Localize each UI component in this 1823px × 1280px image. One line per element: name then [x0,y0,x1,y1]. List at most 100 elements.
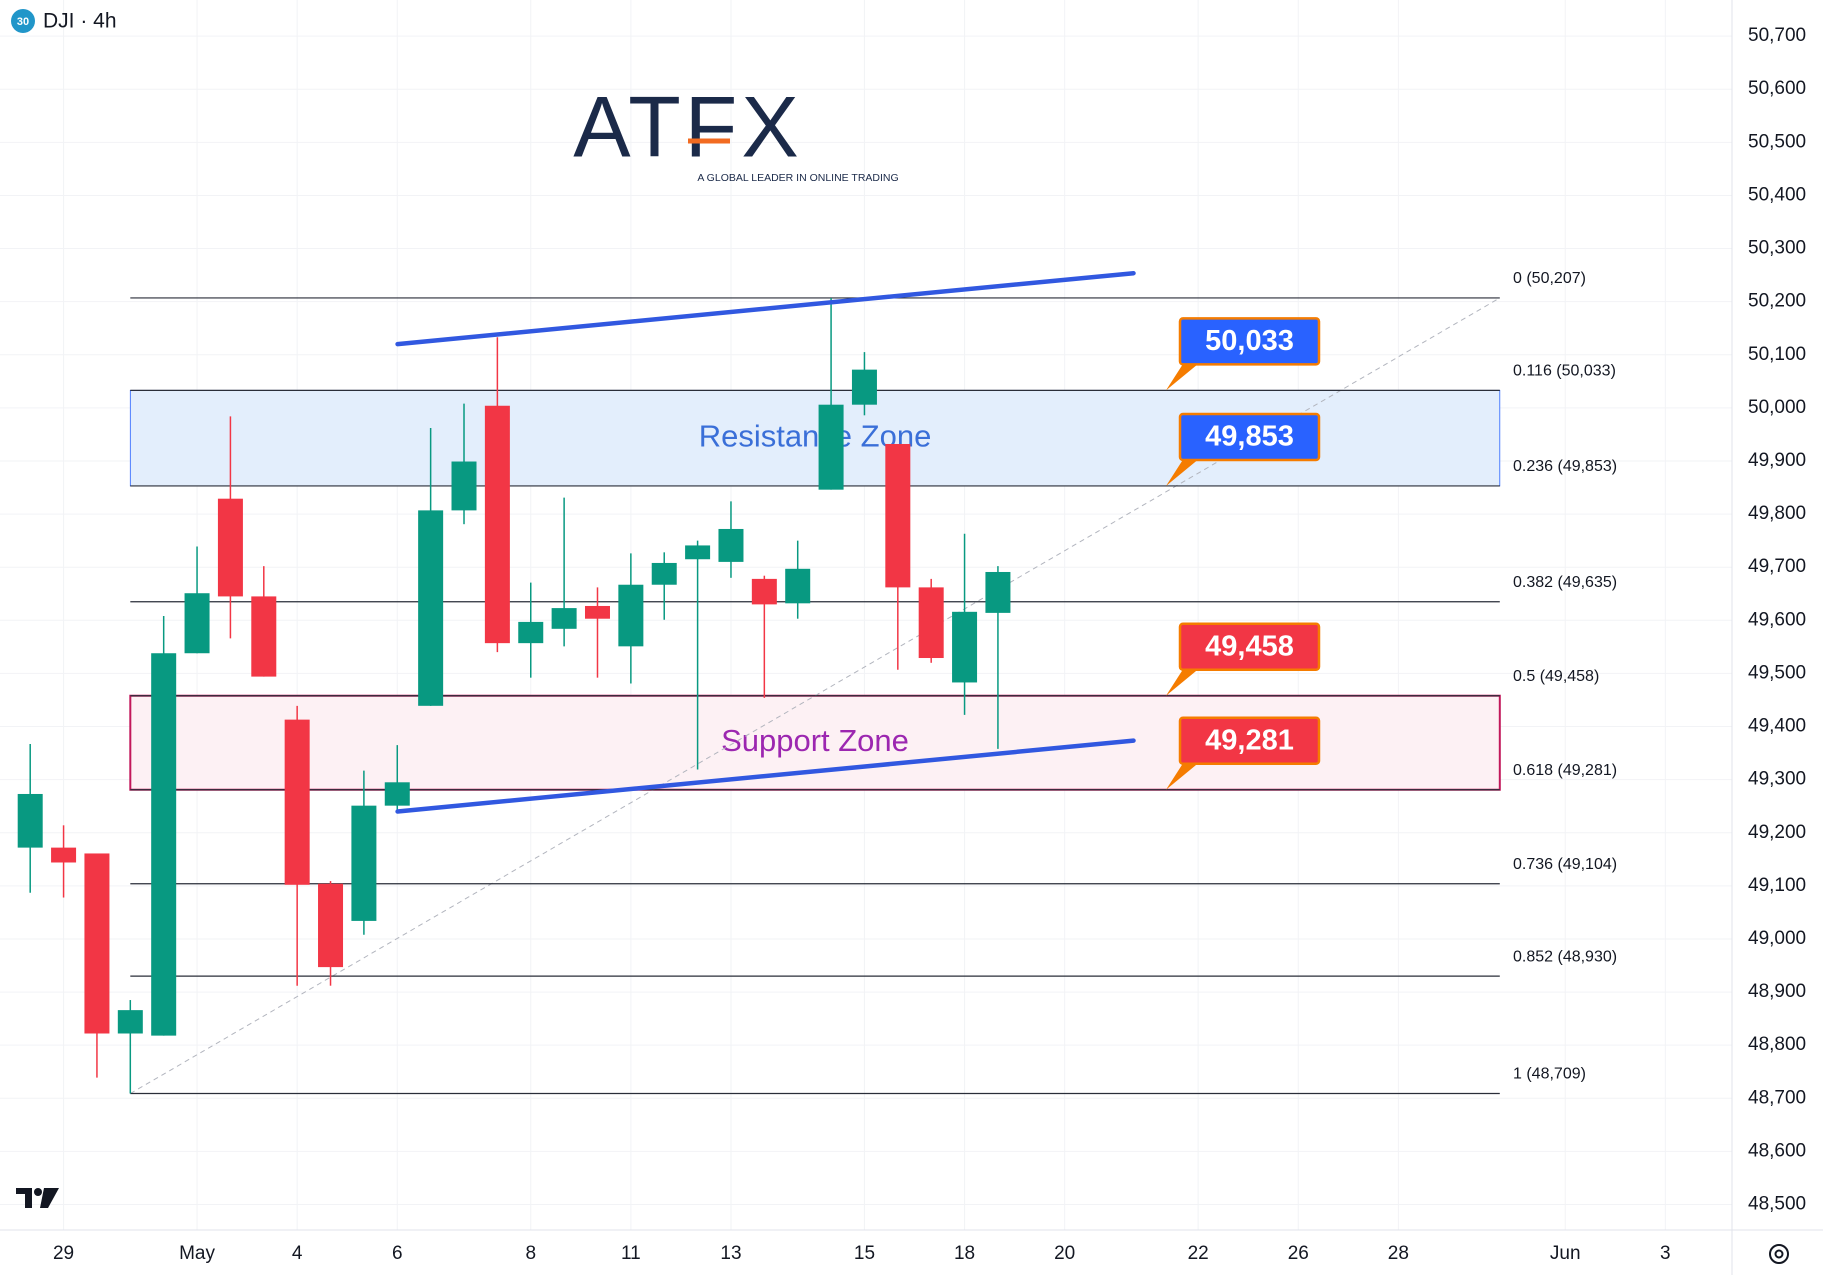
x-tick-label: 26 [1288,1243,1309,1264]
y-tick-label: 50,400 [1748,184,1806,205]
x-tick-label: 6 [392,1243,403,1264]
callout-pointer [1166,761,1200,790]
candle-body [851,369,877,405]
y-tick-label: 49,700 [1748,556,1806,577]
x-tick-label: 13 [720,1243,741,1264]
callout-box [1178,317,1321,366]
candle-body [818,404,844,490]
y-tick-label: 48,600 [1748,1140,1806,1161]
y-tick-label: 50,000 [1748,397,1806,418]
zone-label: Support Zone [721,723,909,758]
candle-body [584,605,610,619]
chart-title[interactable]: DJI · 4h [43,10,117,33]
x-tick-label: 29 [53,1243,74,1264]
y-tick-label: 50,600 [1748,78,1806,99]
candle-body [518,621,544,644]
candle-body [217,498,243,597]
candle-body [618,584,644,647]
callout-label: 49,853 [1205,421,1294,453]
fib-label: 0.736 (49,104) [1513,856,1617,873]
candle-body [785,568,811,604]
callout-label: 50,033 [1205,325,1294,357]
symbol-badge[interactable] [11,9,35,33]
callout-pointer [1166,362,1200,391]
y-tick-label: 48,800 [1748,1034,1806,1055]
callout-pointer [1166,667,1200,696]
fib-label: 0.382 (49,635) [1513,574,1617,591]
trend-line-upper [395,270,1136,347]
candle-body [318,883,344,968]
candle-body [651,562,677,585]
fib-trend-line [130,297,1501,1094]
candle-body [251,596,277,677]
y-tick-label: 48,500 [1748,1194,1806,1215]
symbol-badge-text: 30 [17,16,29,28]
y-tick-label: 50,200 [1748,291,1806,312]
candle-body [51,847,77,863]
candle-body [918,587,944,659]
candle-body [418,510,444,706]
fib-label: 0.236 (49,853) [1513,458,1617,475]
callout-pointer [1166,457,1200,486]
settings-button[interactable] [1769,1244,1789,1264]
candle-body [952,611,978,683]
candle-body [284,719,310,885]
candle-body [351,805,377,921]
logo-tagline: A GLOBAL LEADER IN ONLINE TRADING [697,172,898,184]
y-tick-label: 50,700 [1748,25,1806,46]
candle-body [718,528,744,562]
x-tick-label: 20 [1054,1243,1075,1264]
callout-label: 49,458 [1205,630,1294,662]
x-tick-label: 11 [621,1243,641,1264]
x-tick-label: Jun [1550,1243,1581,1264]
candle-body [84,853,110,1034]
y-tick-label: 49,300 [1748,769,1806,790]
candle-body [751,578,777,605]
candle-body [985,571,1011,613]
y-tick-label: 49,400 [1748,716,1806,737]
fib-label: 0.852 (48,930) [1513,948,1617,965]
y-tick-label: 49,800 [1748,503,1806,524]
logo-name: ATFX [573,80,802,176]
y-tick-label: 49,200 [1748,822,1806,843]
callout-box [1178,622,1321,671]
x-tick-label: 22 [1188,1243,1209,1264]
candle-body [384,782,410,806]
y-tick-label: 49,900 [1748,450,1806,471]
candle-body [885,443,911,588]
x-tick-label: 3 [1660,1243,1671,1264]
fib-label: 0.5 (49,458) [1513,668,1599,685]
y-tick-label: 50,500 [1748,131,1806,152]
candle-body [117,1010,143,1034]
x-tick-label: 18 [954,1243,975,1264]
y-tick-label: 49,600 [1748,609,1806,630]
callout-box [1178,412,1321,462]
y-tick-label: 49,500 [1748,662,1806,683]
fib-label: 1 (48,709) [1513,1066,1586,1083]
callout-label: 49,281 [1205,724,1294,756]
y-tick-label: 50,100 [1748,344,1806,365]
x-tick-label: 28 [1388,1243,1409,1264]
y-tick-label: 48,900 [1748,981,1806,1002]
candle-body [685,545,711,560]
fib-label: 0.116 (50,033) [1513,363,1616,380]
x-tick-label: 8 [525,1243,536,1264]
tradingview-logo[interactable] [16,1188,59,1208]
fib-label: 0.618 (49,281) [1513,762,1617,779]
y-tick-label: 49,000 [1748,928,1806,949]
y-tick-label: 50,300 [1748,238,1806,259]
x-tick-label: May [179,1243,215,1264]
x-tick-label: 4 [292,1243,303,1264]
y-tick-label: 49,100 [1748,875,1806,896]
callout-box [1178,716,1321,765]
y-tick-label: 48,700 [1748,1087,1806,1108]
candle-body [451,461,477,511]
candle-body [551,608,577,629]
trend-line-lower [395,738,1136,814]
candle-body [17,793,43,848]
candle-body [184,593,210,654]
